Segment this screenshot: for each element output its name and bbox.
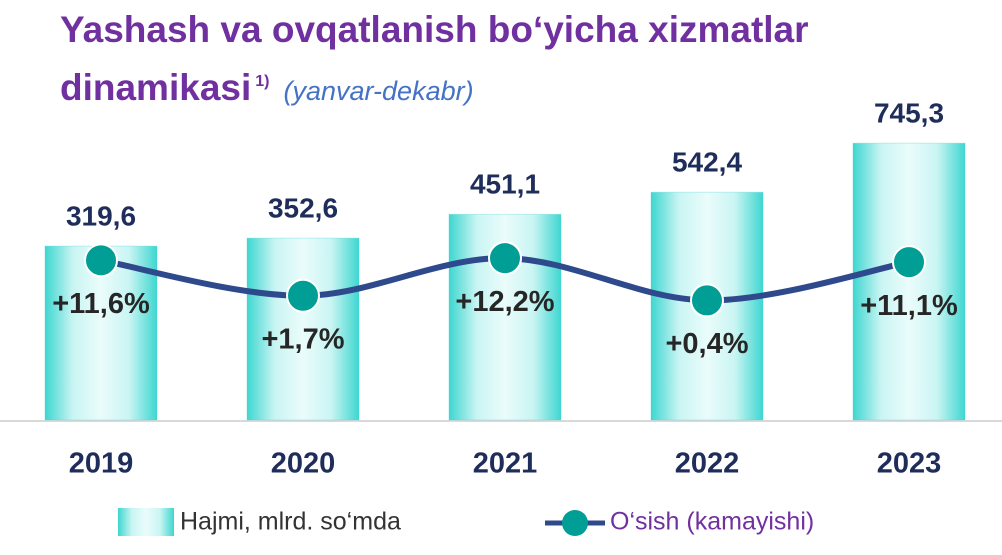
growth-value-label: +11,6% bbox=[52, 288, 150, 320]
legend-label: Hajmi, mlrd. so‘mda bbox=[180, 508, 401, 536]
legend-label: O‘sish (kamayishi) bbox=[610, 508, 814, 536]
subtitle: (yanvar-dekabr) bbox=[283, 76, 474, 106]
growth-marker bbox=[488, 241, 522, 276]
growth-marker bbox=[84, 243, 118, 278]
x-tick-label: 2021 bbox=[473, 448, 538, 480]
bar bbox=[246, 237, 360, 421]
bar-value-label: 319,6 bbox=[66, 200, 136, 231]
growth-value-label: +0,4% bbox=[665, 328, 748, 360]
bar-value-label: 451,1 bbox=[470, 169, 540, 200]
growth-marker bbox=[892, 245, 926, 280]
x-tick-label: 2023 bbox=[877, 448, 942, 480]
bar-value-label: 745,3 bbox=[874, 98, 944, 129]
chart-title: Yashash va ovqatlanish bo‘yicha xizmatla… bbox=[60, 4, 940, 117]
legend-bar-icon bbox=[118, 508, 174, 536]
growth-marker bbox=[286, 278, 320, 313]
bar-value-label: 542,4 bbox=[672, 147, 742, 178]
title-text: Yashash va ovqatlanish bo‘yicha xizmatla… bbox=[60, 9, 809, 108]
growth-value-label: +12,2% bbox=[455, 286, 554, 318]
legend-marker-icon bbox=[562, 510, 588, 536]
bar bbox=[852, 142, 966, 421]
growth-marker bbox=[690, 283, 724, 318]
bar-value-label: 352,6 bbox=[268, 193, 338, 224]
x-tick-label: 2022 bbox=[675, 448, 740, 480]
growth-value-label: +1,7% bbox=[261, 323, 344, 355]
x-tick-label: 2020 bbox=[271, 448, 336, 480]
title-note: 1) bbox=[255, 73, 270, 90]
x-tick-label: 2019 bbox=[69, 448, 134, 480]
growth-value-label: +11,1% bbox=[860, 290, 958, 322]
